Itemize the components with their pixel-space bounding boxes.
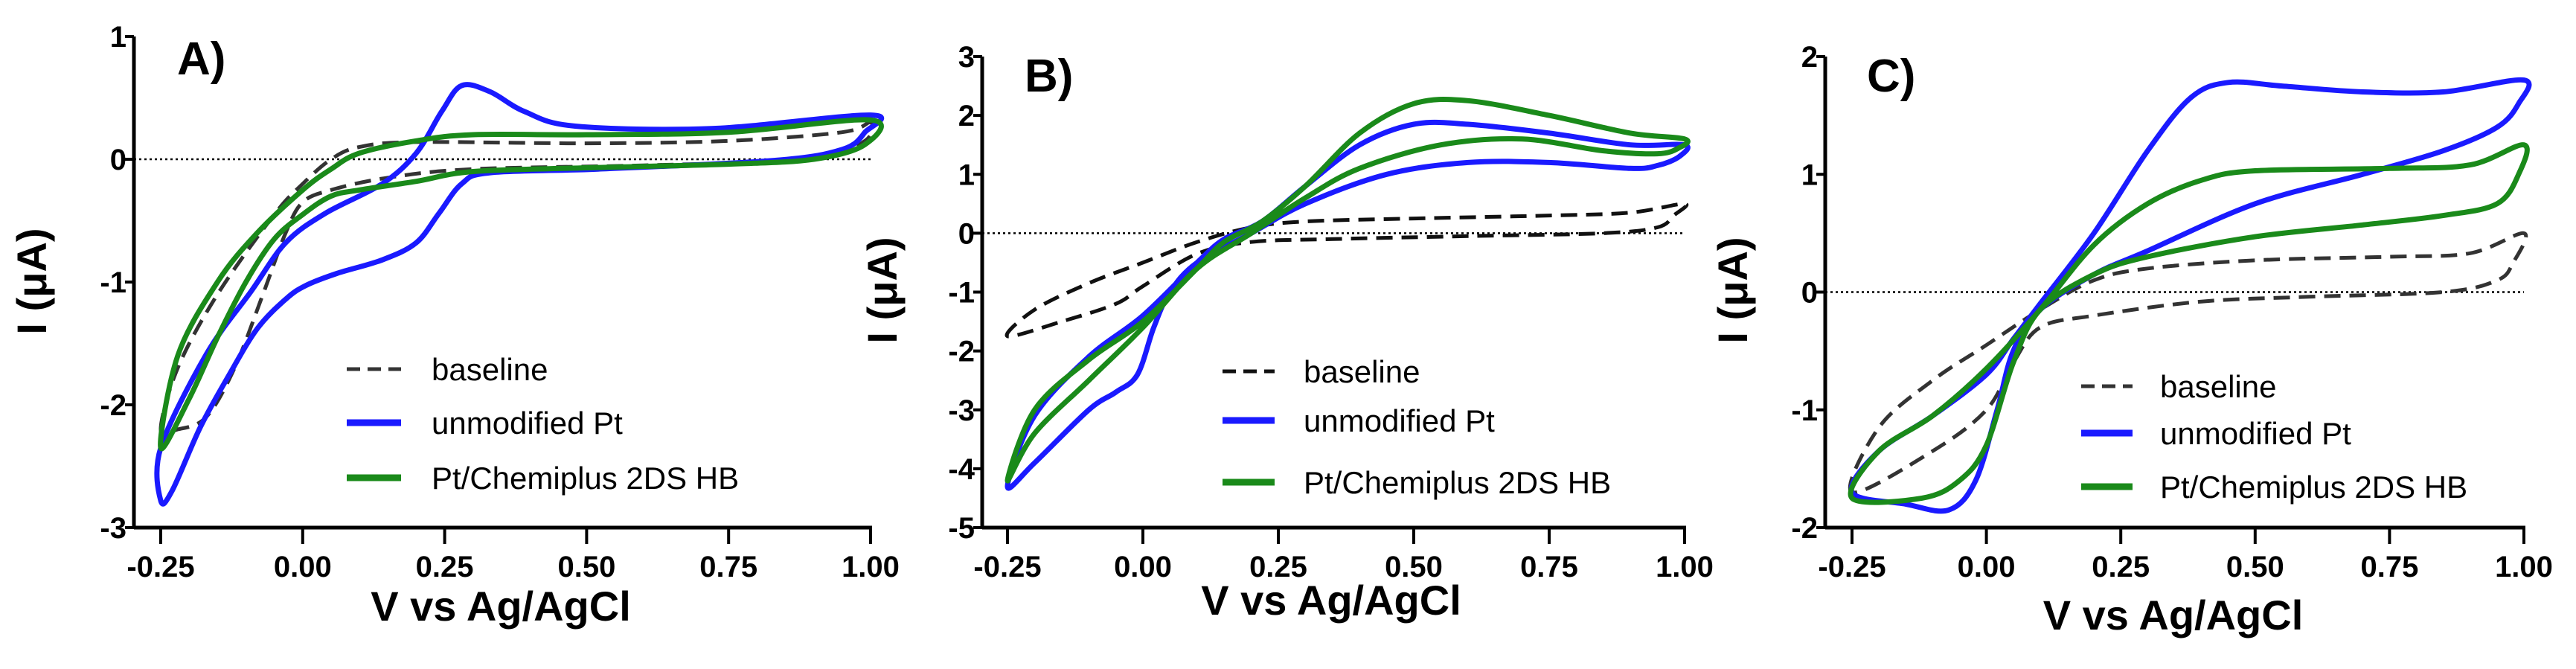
x-tick-label: 1.00: [842, 551, 900, 583]
panel-c: -2 -1 0 1 2 -0.25 0.00 0.25 0.50 0.75 1.00 C) V vs A…: [1709, 41, 2553, 638]
series-unmodified-pt-curve: [1005, 119, 1691, 491]
x-tick-label: 0.50: [557, 551, 615, 583]
legend-label: unmodified Pt: [1304, 403, 1495, 438]
x-tick-label: -0.25: [973, 551, 1041, 583]
x-axis-title: V vs Ag/AgCl: [1201, 577, 1461, 624]
panel-label: A): [177, 33, 225, 85]
panel-label: B): [1025, 51, 1073, 102]
y-tick-label: 0: [110, 144, 126, 176]
x-tick-label: -0.25: [126, 551, 194, 583]
series-unmodified-pt-curve: [154, 82, 885, 507]
panel-a: -3 -2 -1 0 1 -0.25 0.00 0.25 0.50 0.75 1.00 A) V vs …: [8, 21, 900, 630]
legend-label: Pt/Chemiplus 2DS HB: [432, 461, 739, 496]
legend-label: Pt/Chemiplus 2DS HB: [1304, 465, 1611, 500]
y-tick-label: -1: [948, 277, 975, 310]
series-pt-chemiplus-2ds-hb-curve: [1005, 96, 1691, 484]
x-tick-label: -0.25: [1818, 551, 1885, 583]
x-tick-label: 0.00: [274, 551, 332, 583]
x-tick-label: 0.00: [1958, 551, 2016, 583]
y-tick-label: -2: [100, 389, 126, 422]
y-tick-label: -2: [1791, 512, 1818, 545]
series-pt-chemiplus-2ds-hb-curve: [158, 117, 884, 452]
series-baseline-curve: [1848, 231, 2528, 495]
legend-label: unmodified Pt: [432, 406, 623, 441]
y-tick-label: -3: [100, 512, 126, 545]
y-tick-label: -5: [948, 512, 975, 545]
y-tick-label: 1: [110, 21, 126, 54]
y-tick-label: 0: [1801, 277, 1818, 310]
x-tick-label: 0.75: [699, 551, 757, 583]
legend-label: baseline: [2160, 369, 2276, 404]
x-tick-label: 0.25: [416, 551, 474, 583]
series-pt-chemiplus-2ds-hb-curve: [1848, 142, 2530, 505]
y-axis-title: I (μA): [859, 237, 906, 343]
x-axis-title: V vs Ag/AgCl: [371, 583, 631, 630]
x-tick-label: 0.75: [2360, 551, 2418, 583]
y-tick-label: -2: [948, 336, 975, 368]
y-tick-label: -1: [100, 266, 126, 299]
y-tick-label: -3: [948, 394, 975, 427]
y-axis-title: I (μA): [1709, 237, 1756, 343]
x-tick-label: 0.25: [1249, 551, 1307, 583]
y-axis-title: I (μA): [8, 228, 55, 334]
panel-b: -5 -4 -3 -2 -1 0 1 2 3 -0.25 0.00 0.25 0.50 0.75 1.00 B…: [859, 41, 1714, 624]
x-tick-label: 1.00: [2495, 551, 2553, 583]
panel-label: C): [1867, 51, 1915, 102]
x-tick-label: 1.00: [1656, 551, 1714, 583]
legend-label: Pt/Chemiplus 2DS HB: [2160, 470, 2467, 505]
series-unmodified-pt-curve: [1848, 77, 2532, 514]
series-baseline-curve: [1005, 202, 1689, 339]
y-tick-label: 2: [1801, 41, 1818, 74]
x-tick-label: 0.50: [2226, 551, 2284, 583]
x-tick-label: 0.50: [1385, 551, 1443, 583]
series-baseline-curve: [158, 120, 875, 437]
x-tick-label: 0.75: [1520, 551, 1578, 583]
y-tick-label: 1: [958, 159, 975, 191]
legend-label: unmodified Pt: [2160, 416, 2351, 451]
legend-label: baseline: [432, 352, 548, 387]
y-tick-label: 3: [958, 41, 975, 74]
legend-label: baseline: [1304, 354, 1420, 389]
y-tick-label: 1: [1801, 159, 1818, 191]
y-tick-label: 0: [958, 217, 975, 250]
x-axis-title: V vs Ag/AgCl: [2043, 592, 2304, 638]
y-tick-label: 2: [958, 100, 975, 132]
x-tick-label: 0.25: [2092, 551, 2150, 583]
x-tick-label: 0.00: [1114, 551, 1172, 583]
y-tick-label: -1: [1791, 394, 1818, 427]
y-tick-label: -4: [948, 453, 975, 486]
